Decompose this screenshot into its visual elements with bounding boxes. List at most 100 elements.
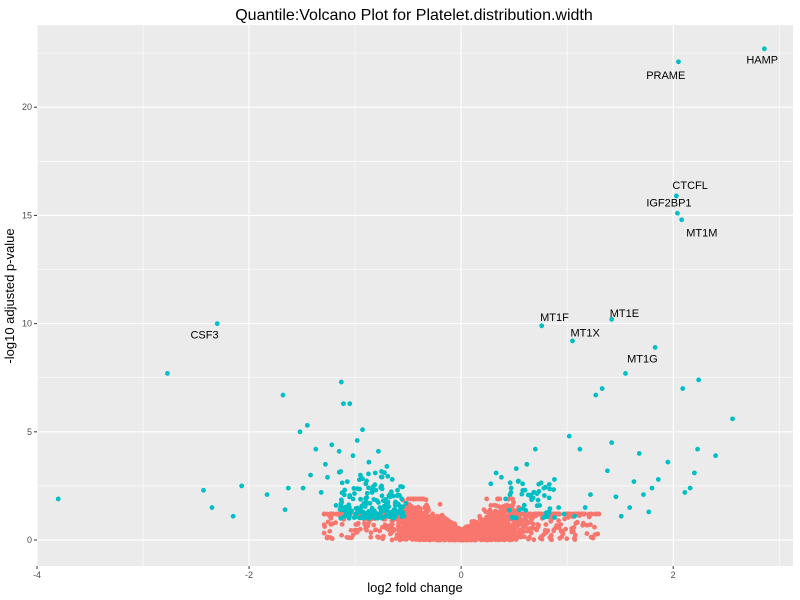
data-point-labeled: [679, 217, 685, 223]
minor-gridlines: [37, 25, 793, 566]
data-point-significant: [338, 515, 344, 521]
data-point-nonsignificant: [379, 524, 385, 530]
data-point-nonsignificant: [558, 528, 564, 534]
data-point-labeled: [676, 59, 681, 65]
data-point-nonsignificant: [566, 511, 571, 517]
data-point-labeled: [609, 316, 615, 322]
data-point-significant: [577, 446, 583, 452]
data-point-nonsignificant: [380, 533, 386, 539]
data-point-significant: [541, 493, 547, 498]
data-point-significant: [376, 448, 381, 454]
data-point-significant: [398, 484, 403, 489]
data-point-significant: [588, 492, 593, 497]
data-point-nonsignificant: [493, 520, 499, 526]
data-point-significant: [209, 505, 215, 510]
data-point-nonsignificant: [417, 514, 423, 519]
data-point-significant: [627, 505, 633, 510]
data-point-significant: [366, 459, 372, 465]
data-point-nonsignificant: [445, 535, 451, 541]
data-point-nonsignificant: [486, 512, 492, 518]
data-point-significant: [360, 427, 365, 433]
data-point-nonsignificant: [445, 528, 451, 534]
data-point-nonsignificant: [512, 534, 518, 540]
data-point-nonsignificant: [371, 522, 377, 528]
data-point-nonsignificant: [389, 537, 395, 543]
data-point-nonsignificant: [499, 527, 505, 533]
data-point-nonsignificant: [363, 526, 369, 531]
data-point-nonsignificant: [490, 516, 496, 522]
significant-points: [55, 46, 767, 521]
data-point-nonsignificant: [514, 530, 520, 536]
data-point-nonsignificant: [506, 529, 512, 535]
data-point-nonsignificant: [321, 511, 327, 517]
data-point-significant: [367, 515, 372, 521]
data-point-significant: [358, 496, 363, 502]
data-point-significant: [384, 464, 390, 469]
data-point-significant: [351, 485, 357, 491]
data-point-significant: [350, 453, 356, 459]
data-point-significant: [339, 480, 345, 486]
data-point-labeled: [570, 338, 575, 344]
data-point-significant: [593, 392, 599, 398]
data-point-labeled: [673, 193, 679, 199]
data-point-significant: [520, 488, 526, 493]
data-point-significant: [618, 513, 624, 519]
data-point-labeled: [675, 210, 680, 216]
data-point-significant: [397, 509, 403, 515]
data-point-nonsignificant: [439, 530, 445, 535]
data-point-significant: [349, 508, 354, 514]
data-point-significant: [665, 459, 671, 465]
data-point-nonsignificant: [563, 526, 568, 532]
data-point-significant: [389, 477, 395, 482]
data-point-significant: [378, 474, 384, 480]
data-point-labeled: [214, 321, 220, 327]
data-point-significant: [355, 486, 360, 492]
data-point-significant: [386, 504, 392, 510]
data-point-significant: [230, 513, 236, 519]
data-point-significant: [360, 509, 366, 515]
data-point-significant: [547, 506, 553, 512]
data-point-significant: [613, 494, 619, 500]
data-point-significant: [525, 492, 531, 498]
data-point-significant: [691, 470, 697, 476]
data-point-nonsignificant: [390, 528, 396, 533]
data-point-significant: [503, 496, 509, 502]
data-point-nonsignificant: [453, 535, 459, 541]
data-point-significant: [360, 476, 365, 482]
data-point-nonsignificant: [460, 526, 465, 532]
data-point-significant: [696, 377, 702, 383]
data-point-significant: [531, 489, 537, 495]
data-point-significant: [655, 477, 661, 482]
data-point-significant: [380, 498, 386, 504]
data-point-significant: [342, 487, 348, 493]
data-point-significant: [165, 371, 170, 376]
data-point-significant: [561, 511, 567, 517]
data-point-significant: [385, 473, 391, 479]
data-point-nonsignificant: [403, 507, 409, 513]
data-point-nonsignificant: [350, 532, 356, 538]
data-point-significant: [338, 379, 344, 385]
data-point-significant: [507, 480, 513, 486]
data-point-significant: [636, 451, 642, 456]
data-point-nonsignificant: [533, 511, 539, 517]
data-point-significant: [397, 493, 402, 498]
x-tick-label: 0: [459, 570, 464, 580]
gene-label: MT1M: [686, 228, 717, 240]
data-point-nonsignificant: [487, 531, 493, 537]
data-point-nonsignificant: [389, 521, 395, 527]
data-point-nonsignificant: [502, 513, 507, 519]
data-point-significant: [336, 448, 342, 454]
data-point-nonsignificant: [425, 516, 431, 522]
data-point-nonsignificant: [385, 523, 391, 529]
data-point-nonsignificant: [478, 528, 484, 534]
data-point-nonsignificant: [417, 519, 422, 525]
data-point-nonsignificant: [428, 516, 434, 522]
y-tick-label: 0: [27, 535, 32, 545]
data-point-nonsignificant: [366, 519, 372, 525]
data-point-nonsignificant: [569, 529, 575, 535]
data-point-nonsignificant: [558, 522, 564, 527]
data-point-nonsignificant: [434, 534, 440, 540]
data-point-nonsignificant: [553, 525, 559, 530]
data-point-significant: [333, 503, 339, 508]
